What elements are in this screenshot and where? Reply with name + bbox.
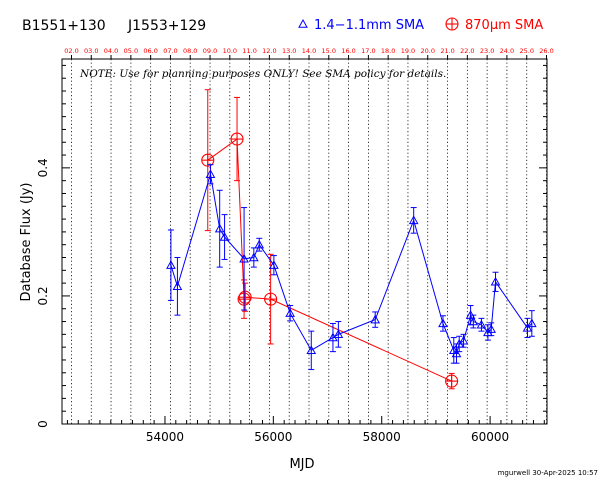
x-axis: 54000 56000 58000 60000 [66,416,545,444]
x-tick-label: 58000 [363,430,401,444]
top-tick-label: 14.0 [302,47,316,55]
data-point-triangle [333,329,344,339]
data-point-triangle [285,308,295,317]
top-tick-label: 11.0 [242,47,256,55]
data-point-triangle [438,318,448,328]
data-point-triangle [214,223,225,233]
top-tick-label: 08.0 [183,47,197,55]
top-tick-label: 18.0 [381,47,395,55]
top-tick-label: 05.0 [124,47,138,55]
x-axis-label: MJD [289,457,314,472]
x-tick-label: 56000 [254,430,292,444]
y-axis: 0 0.2 0.4 [36,64,547,428]
y-tick-label: 0.2 [36,286,50,305]
top-tick-label: 12.0 [262,47,276,55]
legend-label-red: 870μm SMA [465,18,543,33]
data-point-triangle [219,231,230,241]
legend-label-blue: 1.4−1.1mm SMA [314,18,424,33]
top-axis-years: 02.0 03.0 04.0 05.0 06.0 07.0 08.0 09.0 10.0 11.0… [64,47,554,59]
data-point-triangle [248,252,259,262]
plot-frame [61,58,548,425]
legend-triangle-shape [298,18,308,28]
series-line [170,174,533,355]
data-point-triangle [205,169,216,178]
top-tick-label: 10.0 [223,47,237,55]
source-name-left: B1551+130 [22,18,106,34]
data-point-triangle [306,345,317,355]
y-tick-label: 0.4 [36,158,50,177]
data-point-triangle [468,316,479,326]
top-tick-label: 26.0 [539,47,553,55]
data-point-triangle [408,215,419,225]
top-tick-label: 21.0 [440,47,454,55]
top-tick-label: 04.0 [104,47,118,55]
data-point-triangle [239,253,249,263]
legend-circle-plus-icon [445,17,459,31]
top-tick-label: 17.0 [361,47,375,55]
top-tick-label: 15.0 [322,47,336,55]
data-point-triangle [254,239,265,249]
data-point-triangle [458,335,469,345]
data-point-triangle [172,281,183,291]
x-tick-label: 60000 [471,430,509,444]
y-tick-label: 0 [36,420,50,428]
legend-triangle-icon [298,18,308,28]
top-tick-label: 23.0 [480,47,494,55]
legend: 1.4−1.1mm SMA 870μm SMA [298,17,543,33]
data-point-triangle [486,324,497,333]
footer-credit: mgurwell 30-Apr-2025 10:57 [498,469,598,477]
x-tick-label: 54000 [146,430,184,444]
data-point-triangle [522,322,533,332]
top-tick-label: 24.0 [500,47,514,55]
top-tick-label: 16.0 [341,47,355,55]
top-tick-label: 07.0 [163,47,177,55]
data-point-triangle [476,319,487,329]
top-tick-label: 02.0 [64,47,78,55]
y-axis-label: Database Flux (Jy) [19,183,34,302]
data-point-triangle [166,260,176,269]
planning-note: NOTE: Use for planning purposes ONLY! Se… [79,68,446,80]
data-point-triangle [451,348,462,358]
top-tick-label: 13.0 [282,47,296,55]
source-name-right: J1553+129 [127,18,206,34]
top-tick-label: 03.0 [84,47,98,55]
data-point-triangle [490,276,501,286]
series-1mm [166,164,537,371]
data-point-triangle [526,318,537,328]
top-tick-label: 25.0 [519,47,533,55]
top-tick-label: 09.0 [203,47,217,55]
data-point-triangle [269,260,279,269]
top-tick-label: 19.0 [401,47,415,55]
top-tick-label: 22.0 [460,47,474,55]
top-tick-label: 20.0 [420,47,434,55]
data-point-triangle [370,314,381,324]
top-tick-label: 06.0 [143,47,157,55]
